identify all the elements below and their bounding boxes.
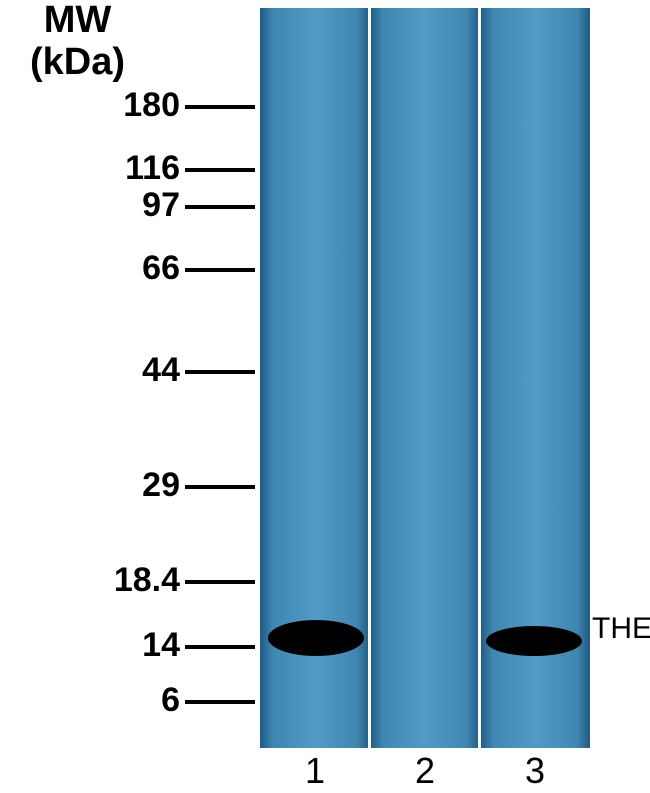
tick	[185, 700, 255, 704]
tick	[185, 485, 255, 489]
marker-label: 180	[123, 86, 180, 125]
lane-num-3: 3	[525, 750, 545, 792]
marker-label: 44	[142, 351, 180, 390]
band-lane3	[486, 626, 582, 656]
marker-label: 14	[142, 626, 180, 665]
tick	[185, 105, 255, 109]
marker-label: 29	[142, 466, 180, 505]
lane-2	[370, 8, 480, 748]
blot-membrane	[260, 8, 590, 748]
protein-label: THEM2	[592, 612, 650, 646]
lane-num-1: 1	[305, 750, 325, 792]
lane-num-2: 2	[415, 750, 435, 792]
kda-text: (kDa)	[30, 41, 125, 83]
lane-divider	[368, 8, 371, 748]
tick	[185, 580, 255, 584]
lane-divider	[478, 8, 481, 748]
mw-header: MW (kDa)	[30, 0, 125, 84]
tick	[185, 645, 255, 649]
marker-label: 18.4	[114, 561, 180, 600]
band-lane1	[268, 620, 364, 656]
mw-text: MW	[44, 0, 112, 41]
marker-label: 6	[161, 681, 180, 720]
marker-label: 116	[125, 149, 180, 188]
western-blot-figure: MW (kDa) 180 116 97 66 44 29 18.4 14 6	[0, 0, 650, 793]
tick	[185, 205, 255, 209]
tick	[185, 268, 255, 272]
marker-label: 97	[142, 186, 180, 225]
marker-label: 66	[142, 249, 180, 288]
tick	[185, 168, 255, 172]
tick	[185, 370, 255, 374]
